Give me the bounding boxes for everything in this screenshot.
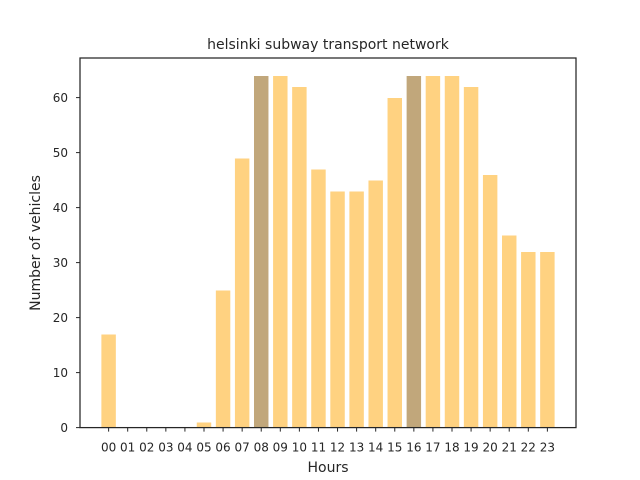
bar-09 bbox=[272, 75, 289, 428]
y-tick-label: 10 bbox=[53, 366, 68, 380]
y-tick-label: 40 bbox=[53, 201, 68, 215]
y-tick-label: 0 bbox=[60, 421, 68, 435]
y-tick-label: 20 bbox=[53, 311, 68, 325]
bar-11 bbox=[310, 168, 327, 429]
x-tick-label: 23 bbox=[540, 441, 555, 455]
x-tick-label: 14 bbox=[368, 441, 383, 455]
bar-17 bbox=[424, 75, 441, 428]
x-tick-label: 19 bbox=[463, 441, 478, 455]
x-tick-label: 06 bbox=[215, 441, 230, 455]
x-tick-label: 21 bbox=[502, 441, 517, 455]
bar-14 bbox=[367, 179, 384, 429]
x-tick-label: 11 bbox=[311, 441, 326, 455]
x-tick-label: 13 bbox=[349, 441, 364, 455]
bar-12 bbox=[329, 190, 346, 429]
bar-20 bbox=[482, 174, 499, 429]
bar-23 bbox=[539, 251, 556, 429]
plot-frame bbox=[79, 57, 577, 429]
y-tick-label: 50 bbox=[53, 146, 68, 160]
bar-19 bbox=[463, 86, 480, 428]
x-tick-label: 17 bbox=[425, 441, 440, 455]
x-tick-label: 08 bbox=[254, 441, 269, 455]
bar-22 bbox=[520, 251, 537, 429]
y-tick-label: 60 bbox=[53, 91, 68, 105]
bars-group bbox=[100, 75, 556, 429]
bar-18 bbox=[443, 75, 461, 428]
x-tick-label: 20 bbox=[483, 441, 498, 455]
x-tick-label: 10 bbox=[292, 441, 307, 455]
x-tick-label: 00 bbox=[101, 441, 116, 455]
x-tick-label: 07 bbox=[235, 441, 250, 455]
y-axis-title: Number of vehicles bbox=[28, 175, 44, 311]
bar-00 bbox=[100, 333, 117, 429]
bar-07 bbox=[234, 157, 251, 429]
bar-06 bbox=[215, 289, 232, 429]
bar-13 bbox=[348, 190, 365, 429]
bar-10 bbox=[291, 86, 308, 428]
bar-15 bbox=[386, 97, 403, 428]
x-axis-ticks: 00 01 02 03 04 05 06 07 08 09 10 11 12 13 14 15 16 17 18 19… bbox=[101, 427, 555, 455]
x-axis-title: Hours bbox=[307, 460, 348, 476]
x-tick-label: 04 bbox=[177, 441, 192, 455]
chart-title: helsinki subway transport network bbox=[207, 37, 450, 53]
bar-05 bbox=[195, 421, 213, 429]
x-tick-label: 16 bbox=[406, 441, 421, 455]
x-tick-label: 18 bbox=[444, 441, 459, 455]
x-tick-label: 05 bbox=[196, 441, 211, 455]
x-tick-label: 15 bbox=[387, 441, 402, 455]
x-tick-label: 22 bbox=[521, 441, 536, 455]
x-tick-label: 09 bbox=[273, 441, 288, 455]
x-tick-label: 02 bbox=[139, 441, 154, 455]
bar-08 bbox=[253, 75, 270, 428]
x-tick-label: 03 bbox=[158, 441, 173, 455]
y-tick-label: 30 bbox=[53, 256, 68, 270]
x-tick-label: 12 bbox=[330, 441, 345, 455]
y-axis-ticks: 0 10 20 30 40 50 60 bbox=[53, 91, 80, 435]
x-tick-label: 01 bbox=[120, 441, 135, 455]
bar-16 bbox=[405, 75, 422, 428]
bar-21 bbox=[501, 234, 518, 429]
